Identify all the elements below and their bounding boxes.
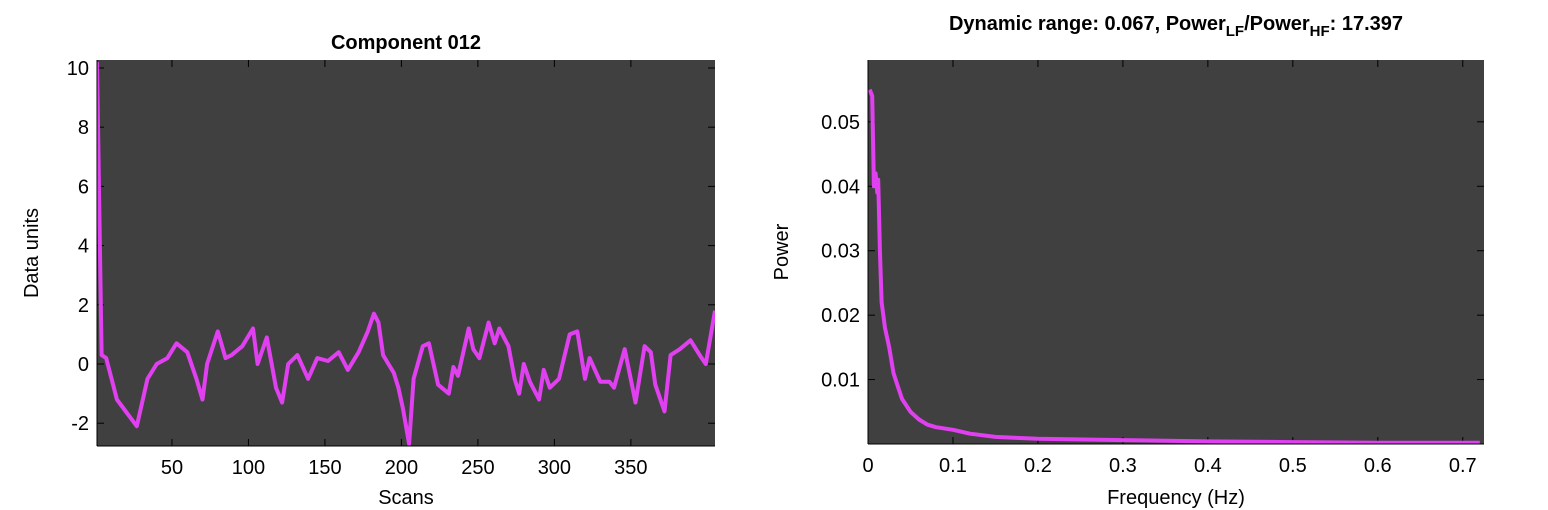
y-tick-label: 0.04	[821, 176, 860, 198]
y-tick-label: 6	[78, 176, 89, 198]
y-tick-label: 10	[67, 58, 89, 80]
x-tick-label: 0.1	[939, 455, 967, 477]
x-tick-label: 350	[614, 457, 647, 479]
title-part: : 17.397	[1330, 13, 1403, 35]
x-tick-label: 0.5	[1279, 455, 1307, 477]
x-tick-label: 150	[308, 457, 341, 479]
title-subscript: HF	[1310, 23, 1330, 40]
x-tick-label: 300	[538, 457, 571, 479]
x-tick-label: 0.7	[1449, 455, 1477, 477]
chart-title: Dynamic range: 0.067, PowerLF/PowerHF: 1…	[949, 13, 1403, 40]
title-part: Dynamic range: 0.067, Power	[949, 13, 1226, 35]
data-line	[97, 62, 715, 446]
plot-background	[868, 60, 1484, 444]
x-tick-label: 100	[232, 457, 265, 479]
y-tick-label: 8	[78, 117, 89, 139]
x-tick-label: 200	[385, 457, 418, 479]
chart-title: Component 012	[331, 32, 481, 54]
y-tick-label: 4	[78, 236, 89, 258]
y-tick-label: 0	[78, 354, 89, 376]
x-tick-label: 0	[862, 455, 873, 477]
y-tick-label: -2	[71, 413, 89, 435]
data-line	[868, 88, 1480, 444]
y-tick-label: 0.05	[821, 112, 860, 134]
y-axis-label: Power	[771, 223, 793, 280]
x-tick-label: 0.3	[1109, 455, 1137, 477]
y-tick-label: 2	[78, 295, 89, 317]
y-tick-label: 0.02	[821, 305, 860, 327]
y-axis-label: Data units	[21, 208, 43, 298]
x-axis-label: Scans	[378, 487, 434, 509]
y-tick-label: 0.03	[821, 241, 860, 263]
x-tick-label: 50	[161, 457, 183, 479]
x-axis-label: Frequency (Hz)	[1107, 487, 1245, 509]
title-part: /Power	[1244, 13, 1310, 35]
x-tick-label: 0.6	[1364, 455, 1392, 477]
x-tick-label: 250	[461, 457, 494, 479]
x-tick-label: 0.2	[1024, 455, 1052, 477]
y-tick-label: 0.01	[821, 370, 860, 392]
x-tick-label: 0.4	[1194, 455, 1222, 477]
title-subscript: LF	[1226, 23, 1244, 40]
plot-background	[97, 60, 715, 446]
